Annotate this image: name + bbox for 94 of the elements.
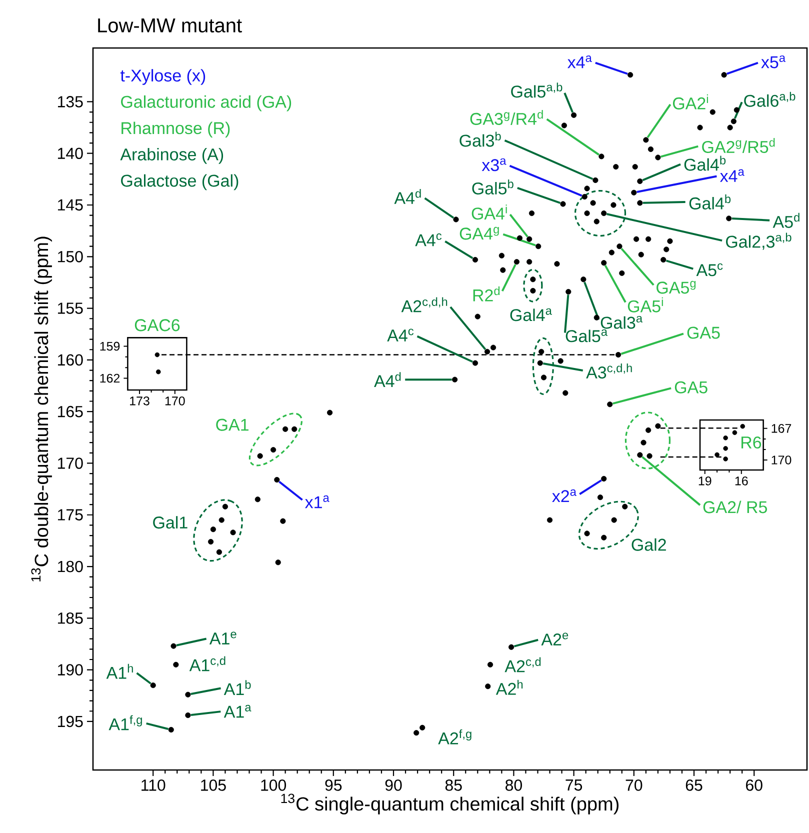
annotation: GA4$^{i}$ [472,204,507,220]
x-tick-label: 19 [698,476,712,486]
x-tick-label: 173 [130,396,150,406]
chart-title: GAC6 [134,319,180,332]
point [723,456,728,462]
x-tick-label: 100 [261,780,286,791]
annotation: t-Xylose (x) [120,69,206,85]
annotation: A4$^{c}$ [415,233,442,246]
annotation: Galacturonic acid (GA) [121,95,292,112]
annotation: R6 [742,436,762,449]
annotation: GA2$^{i}$ [672,94,708,110]
annotation: A2$^{h}$ [496,680,523,695]
x-tick-label: 110 [142,780,166,791]
annotation: Gal5$^{b}$ [472,179,514,194]
annotation: x1$^{a}$ [304,495,330,508]
point [732,430,738,436]
annotation: A4$^{d}$ [394,189,421,204]
y-tick-label: 170 [58,458,83,469]
y-tick-label: 180 [58,560,83,572]
annotation: GA4$^{g}$ [460,226,499,240]
annotation: GA5$^{g}$ [656,280,696,294]
y-tick-label: 190 [58,664,83,676]
annotation: A1$^{e}$ [209,632,236,644]
annotation: x4$^{a}$ [720,169,744,182]
annotation: x4$^{a}$ [568,56,592,68]
point [723,435,728,440]
annotation: A4$^{d}$ [374,372,401,387]
x-tick-label: 60 [746,780,762,791]
annotation: Rhamnose (R) [122,122,230,138]
annotation: A2$^{c,d}$ [504,657,541,672]
x-axis-title: $^{13}$C single-quantum chemical shift (ppm) [281,794,618,814]
annotation: A1$^{a}$ [224,704,252,718]
annotation: A1$^{c,d}$ [189,656,226,672]
annotation: A2$^{e}$ [541,632,568,646]
y-tick-label: 167 [772,424,792,433]
annotation: Gal2,3$^{a,b}$ [726,232,792,250]
y-tick-label: 175 [58,509,83,520]
x-tick-label: 85 [445,780,462,791]
chart-title: Low-MW mutant [98,18,242,33]
x-tick-label: 105 [201,780,226,791]
x-tick-label: 90 [385,780,402,791]
x-tick-label: 95 [325,780,342,791]
annotation: GA5$^{i}$ [628,297,663,312]
annotation: GA5 [687,326,720,339]
annotation: GA1 [216,418,248,431]
annotation: x3$^{a}$ [482,158,506,172]
annotation: A1$^{h}$ [106,664,133,679]
annotation: A2$^{f,g}$ [438,729,472,744]
annotation: Gal5$^{a,b}$ [511,82,562,98]
y-tick-label: 162 [100,374,120,383]
point [714,452,720,458]
x-tick-label: 70 [626,780,642,791]
annotation: x5$^{a}$ [761,55,786,68]
y-tick-label: 135 [58,96,83,108]
y-tick-label: 140 [58,148,83,160]
y-tick-label: 159 [100,342,120,351]
annotation: Gal6$^{a,b}$ [744,92,796,107]
y-tick-label: 155 [58,302,83,314]
y-tick-label: 185 [58,612,83,624]
annotation: A4$^{c}$ [387,328,414,342]
annotation: Gal3$^{a}$ [600,316,643,329]
annotation: A1$^{f,g}$ [108,715,142,730]
annotation: A5$^{c}$ [696,263,723,276]
x-tick-label: 80 [506,780,522,791]
y-axis-title: $^{13}$C double-quantum chemical shift (ppm) [31,236,52,582]
annotation: GA3$^{g}$/R4$^{d}$ [470,110,543,125]
annotation: Gal4$^{a}$ [510,308,552,322]
y-tick-label: 195 [58,716,83,728]
y-tick-label: 160 [58,354,83,366]
annotation: GA5 [674,381,708,394]
y-tick-label: 165 [58,406,83,418]
y-tick-label: 150 [58,250,83,262]
annotation: x2$^{a}$ [552,489,576,502]
annotation: GA2$^{g}$/R5$^{d}$ [702,138,775,154]
x-tick-label: 65 [686,780,702,791]
point [723,446,728,451]
annotation: Galactose (Gal) [121,174,238,190]
y-tick-label: 145 [58,199,83,211]
annotation: A1$^{b}$ [224,680,251,696]
x-tick-label: 16 [735,476,748,486]
annotation: A3$^{c,d,h}$ [586,364,632,379]
annotation: Gal5$^{a}$ [566,329,608,342]
point [740,424,746,429]
annotation: Gal4$^{b}$ [689,194,731,210]
x-tick-label: 75 [566,780,582,791]
annotation: A5$^{d}$ [772,212,800,228]
annotation: A2$^{c,d,h}$ [401,297,448,312]
annotation: Arabinose (A) [120,148,224,164]
annotation: R2$^{d}$ [473,286,500,302]
annotation: Gal3$^{b}$ [460,132,501,147]
annotation: Gal1 [153,516,188,529]
annotation: Gal2 [632,538,666,551]
annotation: Gal4$^{b}$ [684,156,726,171]
annotation: GA2/ R5 [703,500,767,514]
